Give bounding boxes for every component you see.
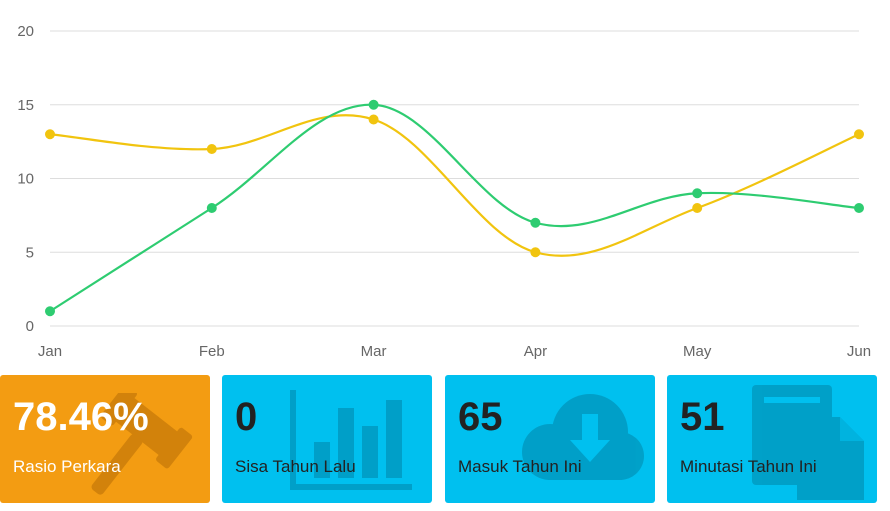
stat-card-rasio-perkara[interactable]: 78.46% Rasio Perkara	[0, 375, 210, 503]
data-point[interactable]	[368, 99, 379, 110]
x-axis: Jan Feb Mar Apr May Jun	[38, 343, 871, 360]
data-point[interactable]	[530, 217, 541, 228]
data-point[interactable]	[45, 129, 55, 140]
y-tick-label: 5	[26, 244, 34, 261]
data-point[interactable]	[206, 203, 217, 213]
data-point[interactable]	[854, 129, 864, 140]
y-tick-label: 10	[17, 171, 34, 188]
stat-label: Minutasi Tahun Ini	[680, 457, 817, 476]
data-point[interactable]	[854, 203, 864, 213]
y-axis: 0 5 10 15 20	[17, 23, 34, 335]
data-point[interactable]	[45, 306, 55, 317]
chart-grid	[50, 30, 859, 327]
x-tick-label: Jun	[847, 343, 871, 360]
chart-points	[45, 99, 864, 317]
stat-card-minutasi-tahun-ini[interactable]: 51 Minutasi Tahun Ini	[667, 375, 877, 503]
data-point[interactable]	[692, 188, 703, 199]
data-point[interactable]	[530, 247, 541, 258]
stat-value: 65	[458, 395, 503, 439]
chart-series	[49, 103, 860, 313]
y-tick-label: 0	[26, 318, 34, 335]
data-point[interactable]	[692, 203, 703, 213]
x-tick-label: Feb	[199, 343, 225, 360]
data-point[interactable]	[368, 114, 379, 125]
stat-label: Sisa Tahun Lalu	[235, 457, 356, 476]
stat-label: Rasio Perkara	[13, 457, 121, 476]
series-line-0	[49, 114, 860, 257]
series-line-1	[49, 103, 860, 313]
line-chart: 0 5 10 15 20 Jan Feb Mar Apr May Jun	[17, 23, 871, 360]
stat-card-sisa-tahun-lalu[interactable]: 0 Sisa Tahun Lalu	[222, 375, 432, 503]
data-point[interactable]	[206, 144, 217, 154]
x-tick-label: May	[683, 343, 712, 360]
stat-value: 78.46%	[13, 395, 149, 439]
x-tick-label: Apr	[524, 343, 547, 360]
y-tick-label: 15	[17, 97, 34, 114]
copy-file-icon	[752, 385, 864, 500]
stat-card-masuk-tahun-ini[interactable]: 65 Masuk Tahun Ini	[445, 375, 655, 503]
stat-value: 51	[680, 395, 725, 439]
cloud-download-icon	[522, 394, 644, 480]
stat-label: Masuk Tahun Ini	[458, 457, 582, 476]
stat-value: 0	[235, 395, 258, 439]
y-tick-label: 20	[17, 23, 34, 40]
gavel-icon	[91, 393, 193, 495]
x-tick-label: Jan	[38, 343, 62, 360]
bar-chart-icon	[290, 390, 412, 490]
x-tick-label: Mar	[361, 343, 387, 360]
